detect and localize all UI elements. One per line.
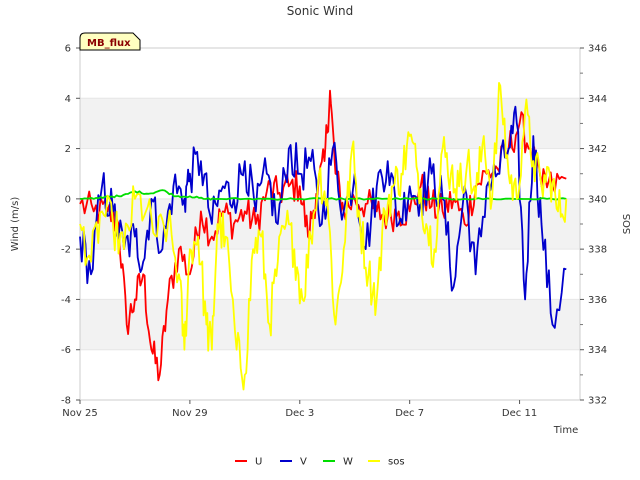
y2-axis-title: SOS (622, 214, 633, 235)
y-axis-title: Wind (m/s) (10, 197, 21, 252)
y2-tick-label-5: 342 (588, 144, 607, 155)
x-tick-label-2: Dec 3 (285, 408, 314, 419)
y2-tick-label-4: 340 (588, 194, 607, 205)
axes-layer: -8 -6 -4 -2 0 2 4 6 332 334 336 338 340 342 344 346 Nov … (61, 44, 607, 420)
y2-tick-label-3: 338 (588, 245, 607, 256)
chart-title: Sonic Wind (287, 4, 353, 18)
y2-tick-label-0: 332 (588, 396, 607, 407)
band-0 (80, 299, 580, 350)
series-line-u (79, 89, 567, 382)
legend-label-u: U (255, 457, 262, 468)
y-tick-label-6: 4 (65, 94, 71, 105)
badge-label: MB_flux (87, 38, 131, 49)
x-tick-label-1: Nov 29 (172, 408, 207, 419)
y-tick-label-2: -4 (61, 295, 71, 306)
legend-label-w: W (343, 457, 353, 468)
y-tick-label-3: -2 (61, 245, 71, 256)
y-tick-label-0: -8 (61, 396, 71, 407)
legend-label-sos: sos (388, 457, 405, 468)
x-tick-label-0: Nov 25 (62, 408, 97, 419)
series-line-sos (79, 82, 568, 391)
y-tick-label-1: -6 (61, 345, 71, 356)
badge-shape (79, 32, 141, 51)
x-tick-label-3: Dec 7 (395, 408, 424, 419)
y-tick-label-4: 0 (65, 194, 71, 205)
legend-label-v: V (300, 457, 307, 468)
x-axis-title: Time (553, 425, 578, 436)
y2-tick-label-1: 334 (588, 345, 607, 356)
y-tick-label-7: 6 (65, 44, 71, 55)
series-layer (79, 82, 568, 391)
y2-tick-label-7: 346 (588, 44, 607, 55)
y2-tick-label-6: 344 (588, 94, 607, 105)
mb-flux-badge: MB_flux (79, 32, 141, 51)
x-tick-label-4: Dec 11 (502, 408, 537, 419)
y-tick-label-5: 2 (65, 144, 71, 155)
y2-tick-label-2: 336 (588, 295, 607, 306)
